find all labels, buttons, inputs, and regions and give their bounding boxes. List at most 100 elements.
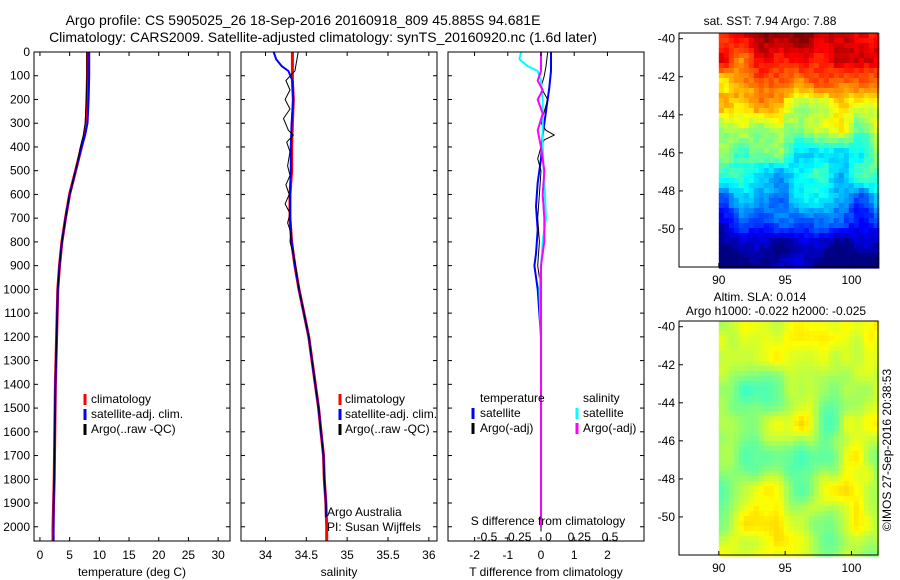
- sst-map-cell: [773, 223, 780, 229]
- sla-map-cell: [718, 411, 725, 417]
- sst-map-cell: [838, 193, 845, 199]
- sst-map-cell: [763, 33, 770, 39]
- sla-map-cell: [818, 416, 825, 422]
- sst-map-cell: [793, 228, 800, 234]
- sla-map-cell: [863, 501, 870, 507]
- sla-map-cell: [853, 376, 860, 382]
- sla-map-cell: [728, 401, 735, 407]
- sla-map-cell: [758, 486, 765, 492]
- y-tick-label: 1800: [3, 472, 30, 486]
- sst-map-cell: [838, 188, 845, 194]
- sst-map-cell: [718, 263, 725, 269]
- sst-map-cell: [818, 178, 825, 184]
- sst-map-cell: [798, 188, 805, 194]
- sla-map-cell: [718, 366, 725, 372]
- sla-map-cell: [808, 416, 815, 422]
- sst-map-cell: [723, 208, 730, 214]
- sla-map-cell: [873, 346, 880, 352]
- sla-map-cell: [743, 456, 750, 462]
- sst-map-cell: [843, 198, 850, 204]
- sst-map-cell: [728, 168, 735, 174]
- sst-map-cell: [833, 83, 840, 89]
- sst-map-cell: [773, 228, 780, 234]
- sla-map-cell: [778, 351, 785, 357]
- sla-map-cell: [853, 521, 860, 527]
- sla-map-cell: [868, 491, 875, 497]
- sst-map-cell: [873, 88, 880, 94]
- sla-map-cell: [843, 436, 850, 442]
- sst-map-cell: [858, 128, 865, 134]
- sst-map-cell: [763, 58, 770, 64]
- sla-map-cell: [763, 461, 770, 467]
- sst-map-cell: [778, 188, 785, 194]
- sla-map-cell: [868, 401, 875, 407]
- sst-map-cell: [728, 58, 735, 64]
- sla-map-cell: [723, 411, 730, 417]
- sla-map-cell: [808, 331, 815, 337]
- sla-map-cell: [823, 466, 830, 472]
- sla-map-cell: [748, 506, 755, 512]
- sla-map-cell: [818, 466, 825, 472]
- sla-map-cell: [873, 386, 880, 392]
- sla-map-cell: [753, 481, 760, 487]
- sla-map-cell: [813, 551, 820, 557]
- sst-map-cell: [828, 253, 835, 259]
- sla-map-cell: [803, 361, 810, 367]
- sst-map-cell: [853, 213, 860, 219]
- sst-map-cell: [793, 183, 800, 189]
- sla-map-cell: [803, 541, 810, 547]
- sst-map-cell: [833, 133, 840, 139]
- sst-map-cell: [818, 48, 825, 54]
- sst-map-cell: [728, 98, 735, 104]
- sst-map-cell: [798, 98, 805, 104]
- sst-map-cell: [728, 113, 735, 119]
- sla-map-cell: [723, 371, 730, 377]
- sla-map-cell: [793, 461, 800, 467]
- sst-map-cell: [853, 218, 860, 224]
- sla-map-cell: [723, 431, 730, 437]
- sla-map-cell: [773, 426, 780, 432]
- sst-map-cell: [843, 153, 850, 159]
- salinity-legend-climatology: climatology: [345, 392, 405, 406]
- sst-map-cell: [828, 228, 835, 234]
- sla-map-cell: [768, 541, 775, 547]
- sst-map-cell: [738, 238, 745, 244]
- sst-map-cell: [813, 208, 820, 214]
- sla-map-cell: [738, 421, 745, 427]
- sla-map-cell: [863, 446, 870, 452]
- sst-map-cell: [778, 113, 785, 119]
- sst-map-cell: [743, 53, 750, 59]
- sst-map-cell: [788, 118, 795, 124]
- sla-map-cell: [793, 396, 800, 402]
- sst-map-cell: [768, 88, 775, 94]
- sst-map-cell: [788, 263, 795, 269]
- sst-map-cell: [808, 68, 815, 74]
- sst-map-cell: [858, 58, 865, 64]
- sla-map-cell: [853, 531, 860, 537]
- sst-map-cell: [808, 158, 815, 164]
- sla-map-cell: [823, 396, 830, 402]
- sst-map-cell: [818, 158, 825, 164]
- sla-map-cell: [843, 371, 850, 377]
- sst-map-cell: [838, 153, 845, 159]
- sla-map-cell: [793, 346, 800, 352]
- sla-map-cell: [843, 321, 850, 327]
- sla-map-cell: [828, 526, 835, 532]
- sst-map-cell: [863, 108, 870, 114]
- sst-map-cell: [828, 78, 835, 84]
- sst-map-cell: [728, 173, 735, 179]
- map-y-tick-label: -50: [658, 222, 676, 236]
- sst-map-cell: [743, 58, 750, 64]
- sst-map-cell: [838, 233, 845, 239]
- sla-map-cell: [763, 406, 770, 412]
- sla-map-cell: [833, 516, 840, 522]
- sla-map-cell: [768, 511, 775, 517]
- sla-map-cell: [763, 381, 770, 387]
- sst-map-cell: [818, 153, 825, 159]
- sla-map-cell: [823, 491, 830, 497]
- sla-map-cell: [838, 516, 845, 522]
- sst-map-cell: [873, 183, 880, 189]
- sla-map-cell: [853, 391, 860, 397]
- sst-map-cell: [723, 133, 730, 139]
- sst-map-cell: [758, 68, 765, 74]
